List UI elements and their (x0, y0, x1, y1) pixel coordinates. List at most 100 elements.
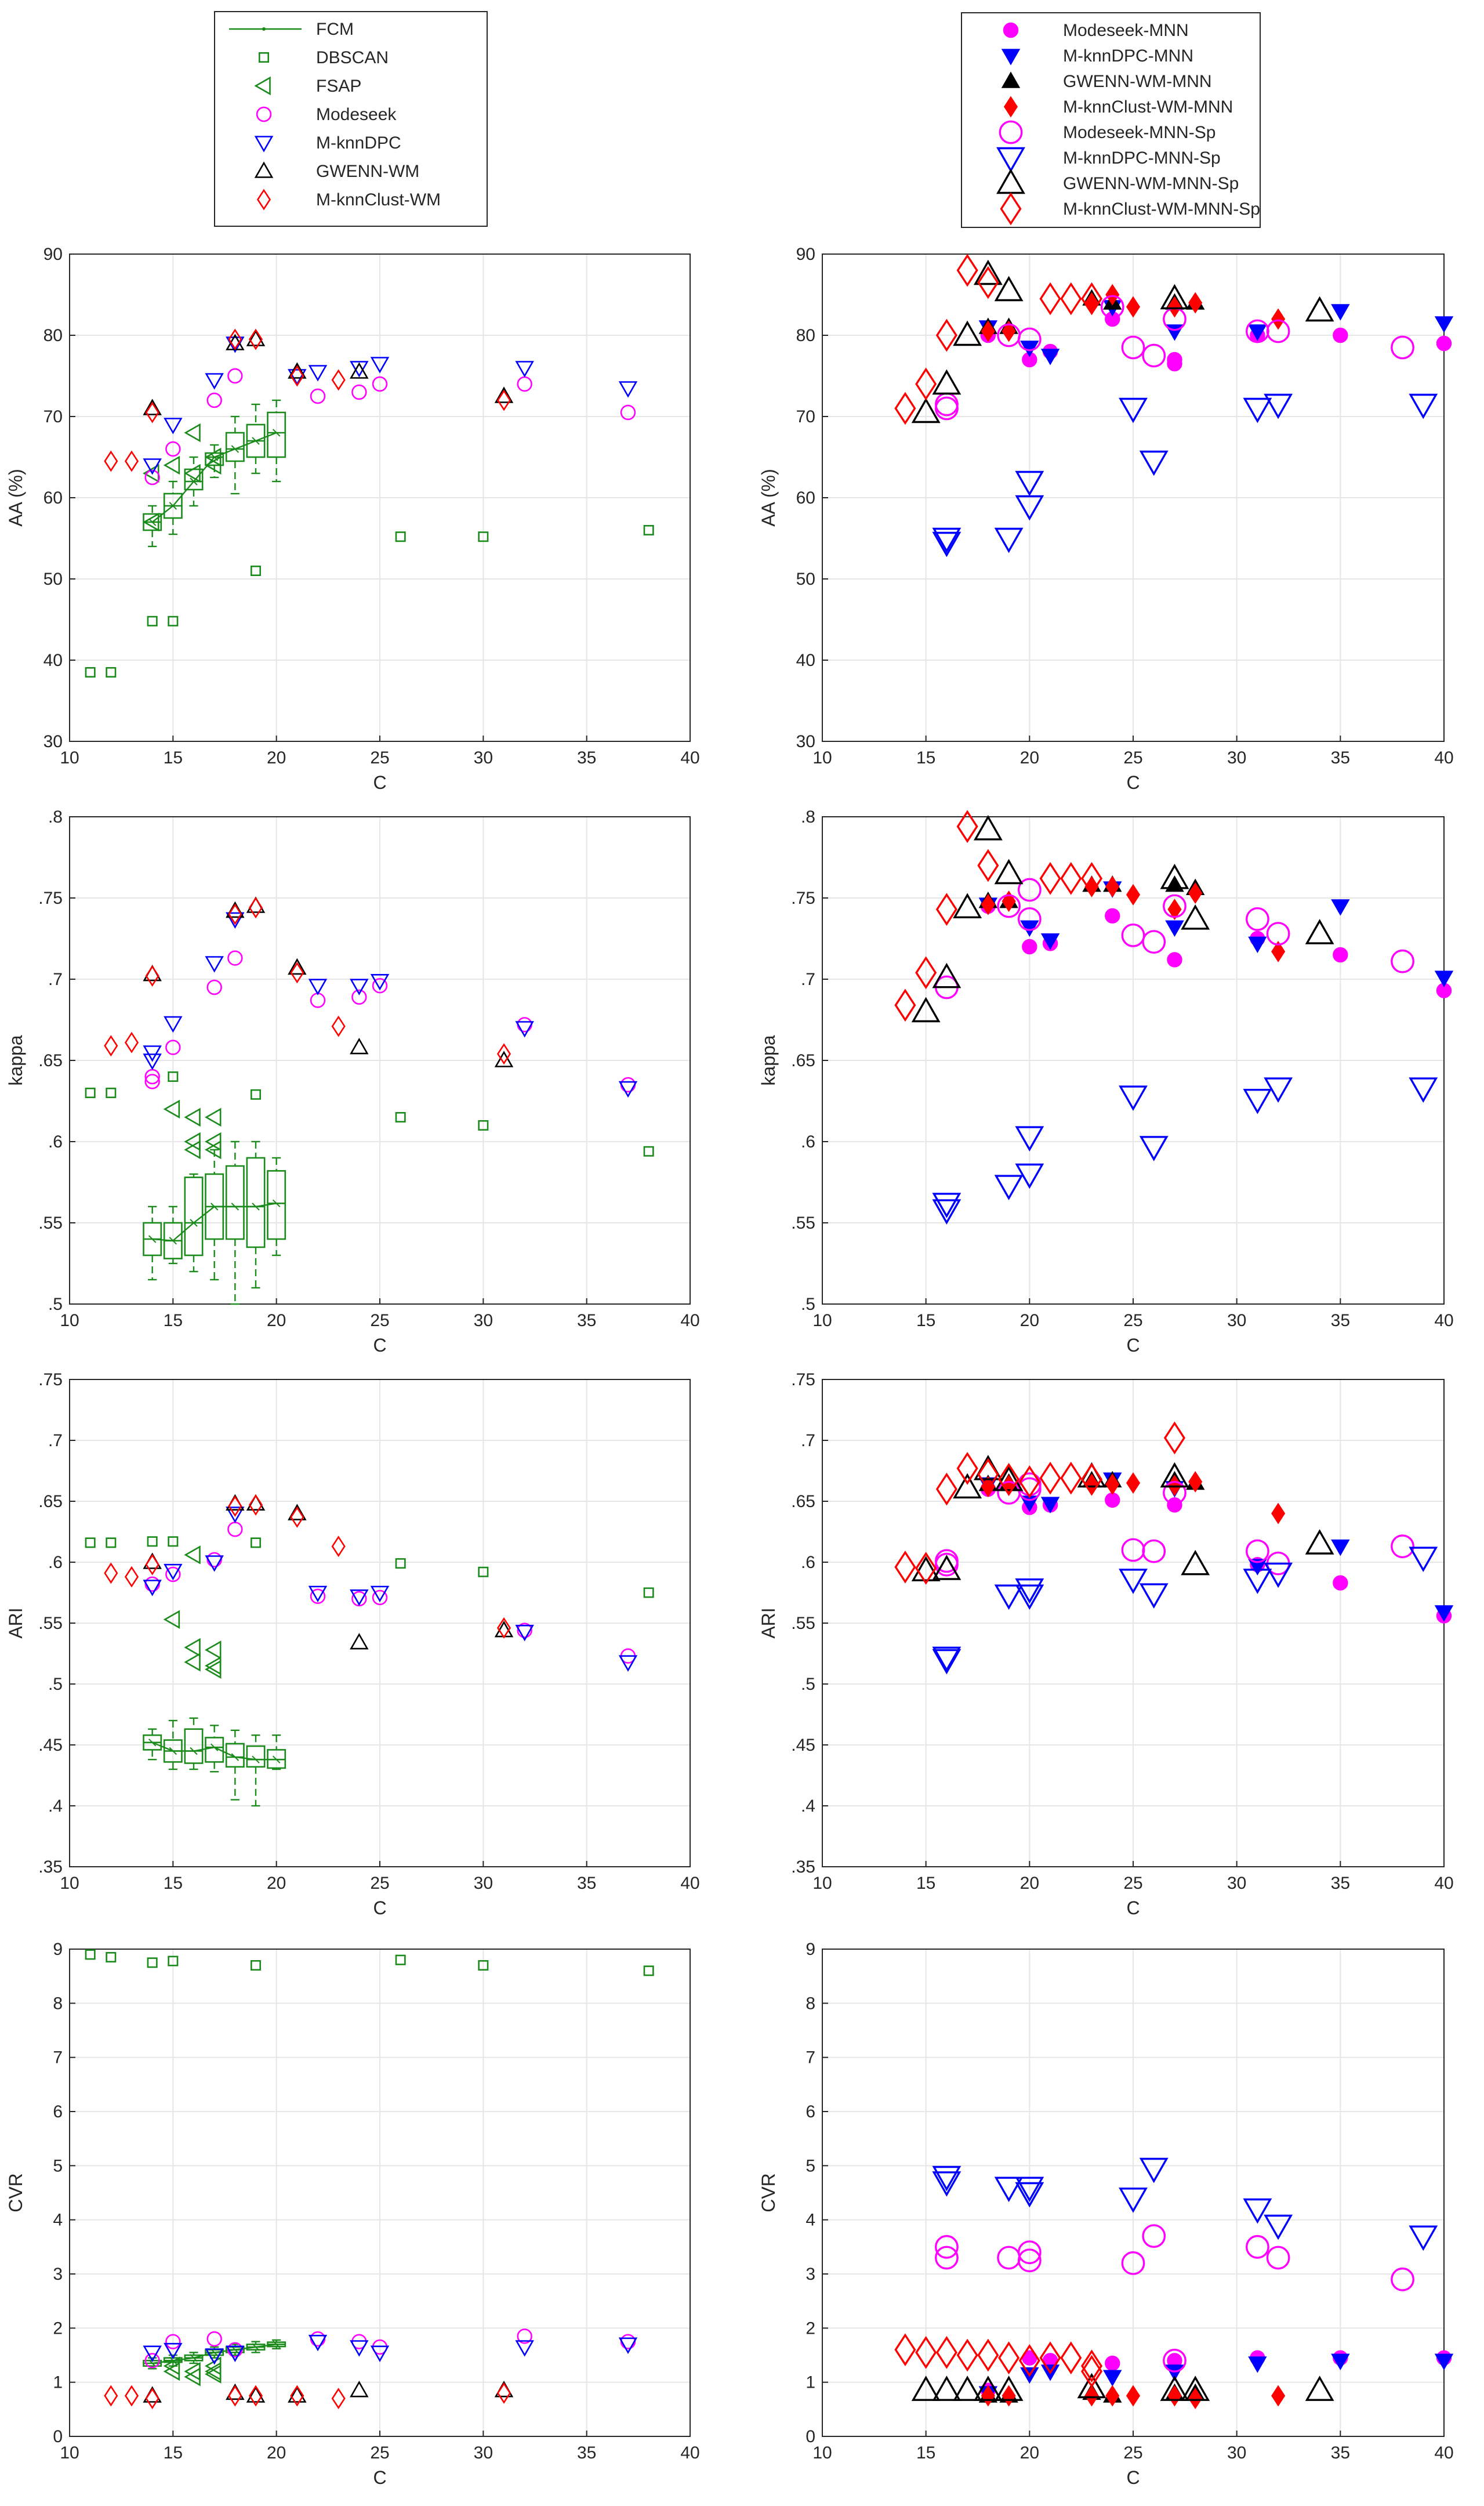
point-modeseek-mnn-sp (1163, 894, 1187, 918)
legend-left: FCM DBSCAN FSAP Modeseek M-knnDPC GWENN-WM M-k… (214, 11, 488, 227)
panel-left-ari: 10 15 20 25 30 35 40 .35 .4 .45 .5 .55 .6 .65 .7 .75 C AR… (5, 1370, 700, 1918)
y-axis-label: CVR (5, 2173, 26, 2212)
point-m-knndpc-mnn-sp (1015, 2182, 1044, 2208)
x-tick-label: 15 (164, 1311, 183, 1330)
point-gwenn-wm-mnn-sp (973, 814, 1003, 841)
point-gwenn-wm (494, 1051, 514, 1067)
point-m-knndpc-mnn-sp (1264, 2214, 1293, 2240)
legend-marker-modeseek-mnn (1003, 22, 1019, 38)
y-tick-label: 4 (806, 2211, 815, 2230)
point-dbscan (168, 615, 179, 626)
x-tick-label: 35 (577, 2443, 596, 2462)
y-tick-label: 80 (43, 326, 63, 345)
point-gwenn-wm (288, 2386, 307, 2403)
x-tick-label: 10 (60, 1311, 79, 1330)
x-tick-label: 35 (1331, 1874, 1350, 1893)
point-dbscan (106, 1537, 117, 1548)
fcm-median-line (152, 1203, 277, 1242)
point-m-knnclust-wm-mnn (1105, 875, 1120, 897)
point-modeseek-mnn-sp (935, 2246, 959, 2270)
box-iqr (246, 1157, 266, 1248)
point-m-knndpc (350, 1589, 369, 1606)
y-tick-label: .45 (791, 1736, 815, 1755)
legend-marker-m-knnclust-wm-mnn (1003, 96, 1018, 118)
x-tick-label: 30 (474, 2443, 493, 2462)
point-m-knndpc-mnn-sp (1409, 1077, 1438, 1103)
point-fsap (163, 455, 180, 475)
point-m-knnclust-wm-mnn (1188, 882, 1203, 904)
point-m-knnclust-wm-mnn-sp (1081, 1462, 1103, 1496)
point-modeseek-mnn-sp (1266, 319, 1290, 343)
point-m-knnclust-wm (248, 1494, 263, 1516)
point-modeseek (144, 1074, 160, 1089)
legend-marker-m-knndpc (254, 136, 274, 153)
point-dbscan (106, 667, 117, 678)
y-tick-label: 2 (806, 2319, 815, 2338)
y-tick-label: .5 (48, 1295, 63, 1314)
point-m-knnclust-wm-mnn (1188, 292, 1203, 314)
y-axis-label: AA (%) (5, 469, 26, 527)
series-dbscan (85, 1536, 654, 1598)
y-tick-label: .65 (38, 1051, 63, 1070)
point-m-knnclust-wm-mnn (1167, 296, 1182, 318)
point-modeseek-mnn-sp (1142, 2224, 1166, 2248)
y-tick-label: .8 (48, 807, 63, 827)
point-fsap (205, 1140, 222, 1160)
point-m-knndpc-mnn (1040, 1497, 1060, 1513)
point-gwenn-wm (246, 2386, 266, 2403)
point-m-knndpc-mnn-sp (1119, 397, 1148, 423)
point-dbscan (478, 531, 489, 542)
series-m-knnclust-wm-mnn-sp (894, 1421, 1185, 1585)
point-m-knndpc-mnn-sp (932, 1649, 961, 1675)
point-m-knndpc-mnn-sp (932, 2165, 961, 2192)
point-m-knnclust-wm-mnn (1105, 1473, 1120, 1495)
legend-label-gwenn-wm-mnn: GWENN-WM-MNN (1063, 72, 1212, 91)
point-modeseek-mnn-sp (935, 396, 959, 421)
point-fsap (184, 1652, 201, 1672)
point-m-knnclust-wm-mnn-sp (935, 1472, 957, 1506)
point-fsap (184, 1140, 201, 1160)
boxplot-fcm-c17 (205, 1725, 224, 1773)
x-tick-label: 10 (60, 748, 79, 767)
x-tick-label: 25 (370, 2443, 389, 2462)
point-modeseek-mnn-sp (1121, 2251, 1145, 2275)
point-modeseek-mnn-sp (1391, 1534, 1414, 1559)
boxplots-fcm (143, 1717, 286, 1807)
x-tick-label: 35 (577, 1311, 596, 1330)
y-tick-label: 1 (806, 2373, 815, 2392)
point-m-knnclust-wm-mnn-sp (894, 392, 916, 425)
x-tick-label: 40 (1434, 1311, 1453, 1330)
point-m-knndpc (618, 1655, 638, 1672)
point-m-knnclust-wm-mnn-sp (956, 254, 978, 287)
box-iqr (225, 1743, 245, 1768)
point-m-knnclust-wm (331, 369, 346, 391)
point-m-knnclust-wm-mnn-sp (1039, 861, 1061, 895)
point-m-knndpc-mnn (1434, 2353, 1454, 2370)
x-axis-label: C (373, 1335, 386, 1356)
point-m-knnclust-wm-mnn-sp (1081, 2349, 1103, 2383)
y-tick-label: .75 (38, 1370, 63, 1389)
x-tick-label: 25 (1123, 1311, 1142, 1330)
y-tick-label: 9 (806, 1940, 815, 1959)
point-m-knndpc-mnn (1434, 970, 1454, 987)
box-iqr (267, 411, 286, 458)
point-m-knndpc (226, 336, 245, 353)
series-modeseek-mnn-sp (935, 295, 1414, 421)
series-m-knnclust-wm (104, 897, 511, 1065)
point-m-knnclust-wm (496, 389, 511, 411)
point-m-knndpc (308, 2334, 328, 2352)
fcm-median-line (152, 1741, 277, 1761)
point-modeseek-mnn-sp (1391, 335, 1414, 360)
point-m-knnclust-wm-mnn (1002, 320, 1016, 342)
series-fsap (163, 2356, 222, 2387)
legend-label-gwenn-wm: GWENN-WM (316, 162, 419, 181)
point-modeseek-mnn (1333, 947, 1348, 963)
point-gwenn-wm-mnn-sp (994, 1465, 1024, 1491)
point-gwenn-wm-mnn-sp (1160, 284, 1189, 310)
point-m-knndpc-mnn (1040, 349, 1060, 365)
y-tick-label: .7 (801, 970, 815, 989)
point-modeseek-mnn-sp (1017, 2240, 1042, 2265)
y-tick-label: .5 (801, 1295, 815, 1314)
point-m-knndpc-mnn-sp (994, 2177, 1024, 2203)
y-tick-label: .55 (791, 1614, 815, 1633)
